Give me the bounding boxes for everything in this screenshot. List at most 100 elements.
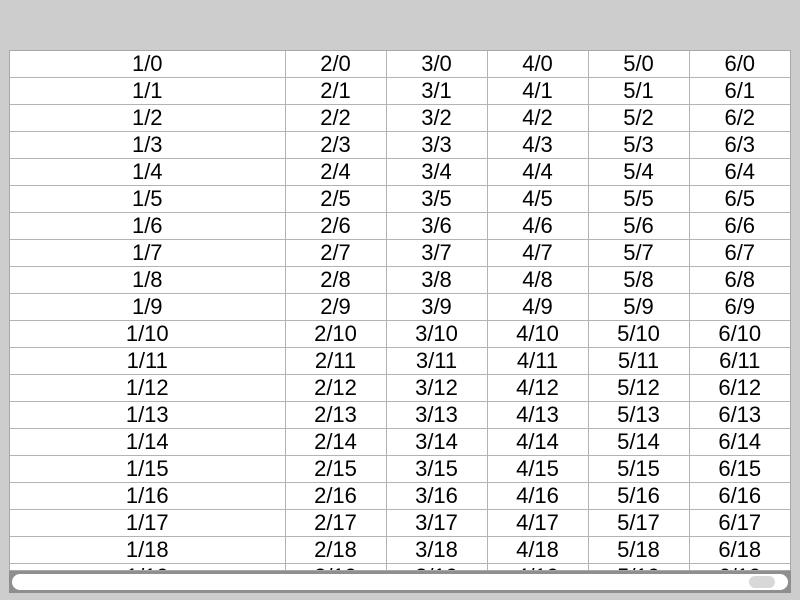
table-cell[interactable]: 3/14 [386,428,488,456]
table-cell[interactable]: 3/3 [386,131,488,159]
table-cell[interactable]: 6/6 [689,212,790,240]
table-cell[interactable]: 3/12 [386,374,488,402]
table-cell[interactable]: 1/8 [10,266,286,294]
table-cell[interactable]: 4/16 [487,482,589,510]
table-cell[interactable]: 3/11 [386,347,488,375]
table-row[interactable]: 1/7 2/7 3/7 4/7 5/7 6/7 [10,239,790,267]
table-cell[interactable]: 4/10 [487,320,589,348]
table-cell[interactable]: 6/3 [689,131,790,159]
table-cell[interactable]: 4/7 [487,239,589,267]
scrollbar-thumb[interactable] [749,576,775,588]
table-cell[interactable]: 5/10 [588,320,690,348]
table-row[interactable]: 1/16 2/16 3/16 4/16 5/16 6/16 [10,482,790,510]
table-cell[interactable]: 1/7 [10,239,286,267]
table-cell[interactable]: 1/12 [10,374,286,402]
table-cell[interactable]: 5/2 [588,104,690,132]
table-cell[interactable]: 2/19 [285,563,387,570]
table-cell[interactable]: 5/11 [588,347,690,375]
table-cell[interactable]: 4/1 [487,77,589,105]
table-cell[interactable]: 6/10 [689,320,790,348]
table-cell[interactable]: 5/16 [588,482,690,510]
data-grid[interactable]: 1/0 2/0 3/0 4/0 5/0 6/0 1/1 2/1 3/1 4/1 5/1 6/1 1/2 2… [9,50,791,571]
table-cell[interactable]: 2/9 [285,293,387,321]
table-row[interactable]: 1/6 2/6 3/6 4/6 5/6 6/6 [10,212,790,240]
table-cell[interactable]: 3/8 [386,266,488,294]
table-cell[interactable]: 5/9 [588,293,690,321]
table-cell[interactable]: 1/4 [10,158,286,186]
scrollbar-track[interactable] [12,574,788,590]
table-cell[interactable]: 4/6 [487,212,589,240]
table-row[interactable]: 1/17 2/17 3/17 4/17 5/17 6/17 [10,509,790,537]
table-row[interactable]: 1/10 2/10 3/10 4/10 5/10 6/10 [10,320,790,348]
table-cell[interactable]: 6/5 [689,185,790,213]
table-cell[interactable]: 2/14 [285,428,387,456]
table-cell[interactable]: 5/8 [588,266,690,294]
table-row[interactable]: 1/18 2/18 3/18 4/18 5/18 6/18 [10,536,790,564]
table-cell[interactable]: 3/4 [386,158,488,186]
table-cell[interactable]: 4/11 [487,347,589,375]
table-cell[interactable]: 3/7 [386,239,488,267]
table-cell[interactable]: 6/9 [689,293,790,321]
table-cell[interactable]: 2/2 [285,104,387,132]
table-cell[interactable]: 3/13 [386,401,488,429]
table-cell[interactable]: 6/13 [689,401,790,429]
table-cell[interactable]: 1/10 [10,320,286,348]
table-row[interactable]: 1/0 2/0 3/0 4/0 5/0 6/0 [10,51,790,78]
table-cell[interactable]: 1/17 [10,509,286,537]
table-cell[interactable]: 4/5 [487,185,589,213]
table-cell[interactable]: 3/10 [386,320,488,348]
table-cell[interactable]: 4/9 [487,293,589,321]
table-cell[interactable]: 5/13 [588,401,690,429]
table-cell[interactable]: 6/12 [689,374,790,402]
table-cell[interactable]: 2/4 [285,158,387,186]
table-cell[interactable]: 2/7 [285,239,387,267]
table-cell[interactable]: 4/12 [487,374,589,402]
table-cell[interactable]: 2/11 [285,347,387,375]
table-cell[interactable]: 6/7 [689,239,790,267]
table-cell[interactable]: 5/3 [588,131,690,159]
table-cell[interactable]: 2/6 [285,212,387,240]
table-cell[interactable]: 6/8 [689,266,790,294]
table-cell[interactable]: 6/1 [689,77,790,105]
table-cell[interactable]: 1/0 [10,51,286,78]
table-cell[interactable]: 4/4 [487,158,589,186]
table-cell[interactable]: 5/15 [588,455,690,483]
table-cell[interactable]: 3/18 [386,536,488,564]
table-row[interactable]: 1/12 2/12 3/12 4/12 5/12 6/12 [10,374,790,402]
table-cell[interactable]: 2/1 [285,77,387,105]
table-cell[interactable]: 1/5 [10,185,286,213]
table-cell[interactable]: 2/16 [285,482,387,510]
table-cell[interactable]: 5/1 [588,77,690,105]
table-cell[interactable]: 4/3 [487,131,589,159]
table-cell[interactable]: 4/2 [487,104,589,132]
table-row[interactable]: 1/1 2/1 3/1 4/1 5/1 6/1 [10,77,790,105]
table-cell[interactable]: 4/18 [487,536,589,564]
table-row[interactable]: 1/192/193/194/195/196/19 [10,563,790,570]
table-cell[interactable]: 4/17 [487,509,589,537]
table-cell[interactable]: 3/17 [386,509,488,537]
horizontal-scrollbar[interactable] [9,571,791,593]
table-cell[interactable]: 6/19 [689,563,790,570]
table-cell[interactable]: 5/5 [588,185,690,213]
table-cell[interactable]: 5/6 [588,212,690,240]
table-row[interactable]: 1/13 2/13 3/13 4/13 5/13 6/13 [10,401,790,429]
table-cell[interactable]: 4/19 [487,563,589,570]
table-row[interactable]: 1/4 2/4 3/4 4/4 5/4 6/4 [10,158,790,186]
table-cell[interactable]: 6/17 [689,509,790,537]
table-cell[interactable]: 2/15 [285,455,387,483]
table-cell[interactable]: 6/0 [689,51,790,78]
table-cell[interactable]: 1/11 [10,347,286,375]
table-cell[interactable]: 6/14 [689,428,790,456]
table-cell[interactable]: 6/11 [689,347,790,375]
table-row[interactable]: 1/14 2/14 3/14 4/14 5/14 6/14 [10,428,790,456]
table-row[interactable]: 1/15 2/15 3/15 4/15 5/15 6/15 [10,455,790,483]
table-cell[interactable]: 2/12 [285,374,387,402]
table-cell[interactable]: 4/14 [487,428,589,456]
table-cell[interactable]: 1/14 [10,428,286,456]
table-cell[interactable]: 4/15 [487,455,589,483]
table-cell[interactable]: 5/14 [588,428,690,456]
table-cell[interactable]: 2/0 [285,51,387,78]
table-cell[interactable]: 2/3 [285,131,387,159]
table-cell[interactable]: 5/17 [588,509,690,537]
table-cell[interactable]: 1/3 [10,131,286,159]
